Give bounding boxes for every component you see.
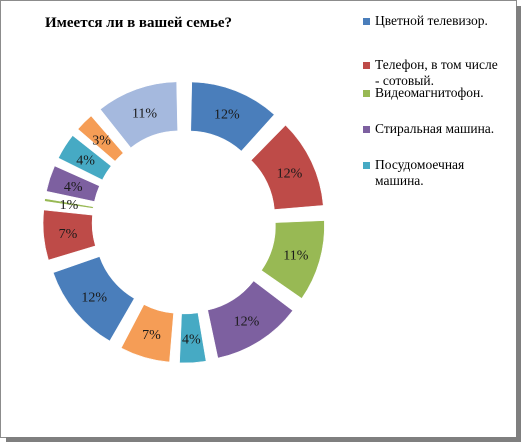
legend-swatch bbox=[363, 90, 370, 97]
legend-swatch bbox=[363, 62, 370, 69]
legend-label: Видеомагнитофон. bbox=[375, 85, 484, 100]
donut-slice-phone bbox=[250, 124, 324, 210]
donut-chart: 12% 12% 11% 12% 4% 7% 12% 7% 1% 4% 4% 3% 11% bbox=[42, 81, 325, 364]
data-label-item-7: 12% bbox=[81, 290, 107, 305]
donut-slice-item-13 bbox=[100, 81, 178, 149]
donut-slice-item-9 bbox=[44, 198, 94, 209]
data-label-item-11: 4% bbox=[76, 154, 95, 169]
donut-slice-item-12 bbox=[77, 115, 124, 162]
donut-slice-color-tv bbox=[190, 81, 275, 152]
chart-frame: Имеется ли в вашей семье? 12% 12% 11% 12% 4%… bbox=[0, 0, 517, 438]
legend-swatch bbox=[363, 18, 370, 25]
data-label-color-tv: 12% bbox=[214, 108, 240, 123]
legend-swatch bbox=[363, 126, 370, 133]
data-label-washing-machine: 12% bbox=[234, 314, 260, 329]
data-label-item-13: 11% bbox=[132, 106, 157, 121]
data-label-item-8: 7% bbox=[59, 227, 78, 242]
donut-slice-item-11 bbox=[58, 135, 112, 181]
donut-slice-washing-machine bbox=[207, 280, 294, 359]
donut-slice-item-7 bbox=[52, 256, 135, 342]
donut-slice-dishwasher bbox=[179, 312, 207, 364]
legend-label: Цветной телевизор. bbox=[375, 13, 488, 28]
donut-slice-item-6 bbox=[120, 304, 174, 363]
frame-shadow-bottom bbox=[6, 437, 521, 442]
legend-label: Стиральная машина. bbox=[375, 121, 495, 136]
donut-slice-item-10 bbox=[46, 165, 100, 202]
data-label-phone: 12% bbox=[277, 166, 303, 181]
donut-slice-item-8 bbox=[42, 209, 96, 261]
legend-swatch bbox=[363, 162, 370, 169]
legend-label: Телефон, в том числе - сотовый. bbox=[375, 57, 498, 88]
chart-title: Имеется ли в вашей семье? bbox=[45, 15, 233, 31]
frame-shadow-right bbox=[516, 6, 521, 442]
data-label-item-6: 7% bbox=[142, 328, 161, 343]
data-label-vcr: 11% bbox=[283, 249, 308, 264]
legend-label: Посудомоечная машина. bbox=[375, 157, 465, 188]
data-label-item-9: 1% bbox=[60, 198, 79, 213]
donut-slice-vcr bbox=[261, 220, 325, 299]
data-label-item-10: 4% bbox=[64, 180, 83, 195]
data-label-item-12: 3% bbox=[92, 134, 111, 149]
data-label-dishwasher: 4% bbox=[182, 332, 201, 347]
